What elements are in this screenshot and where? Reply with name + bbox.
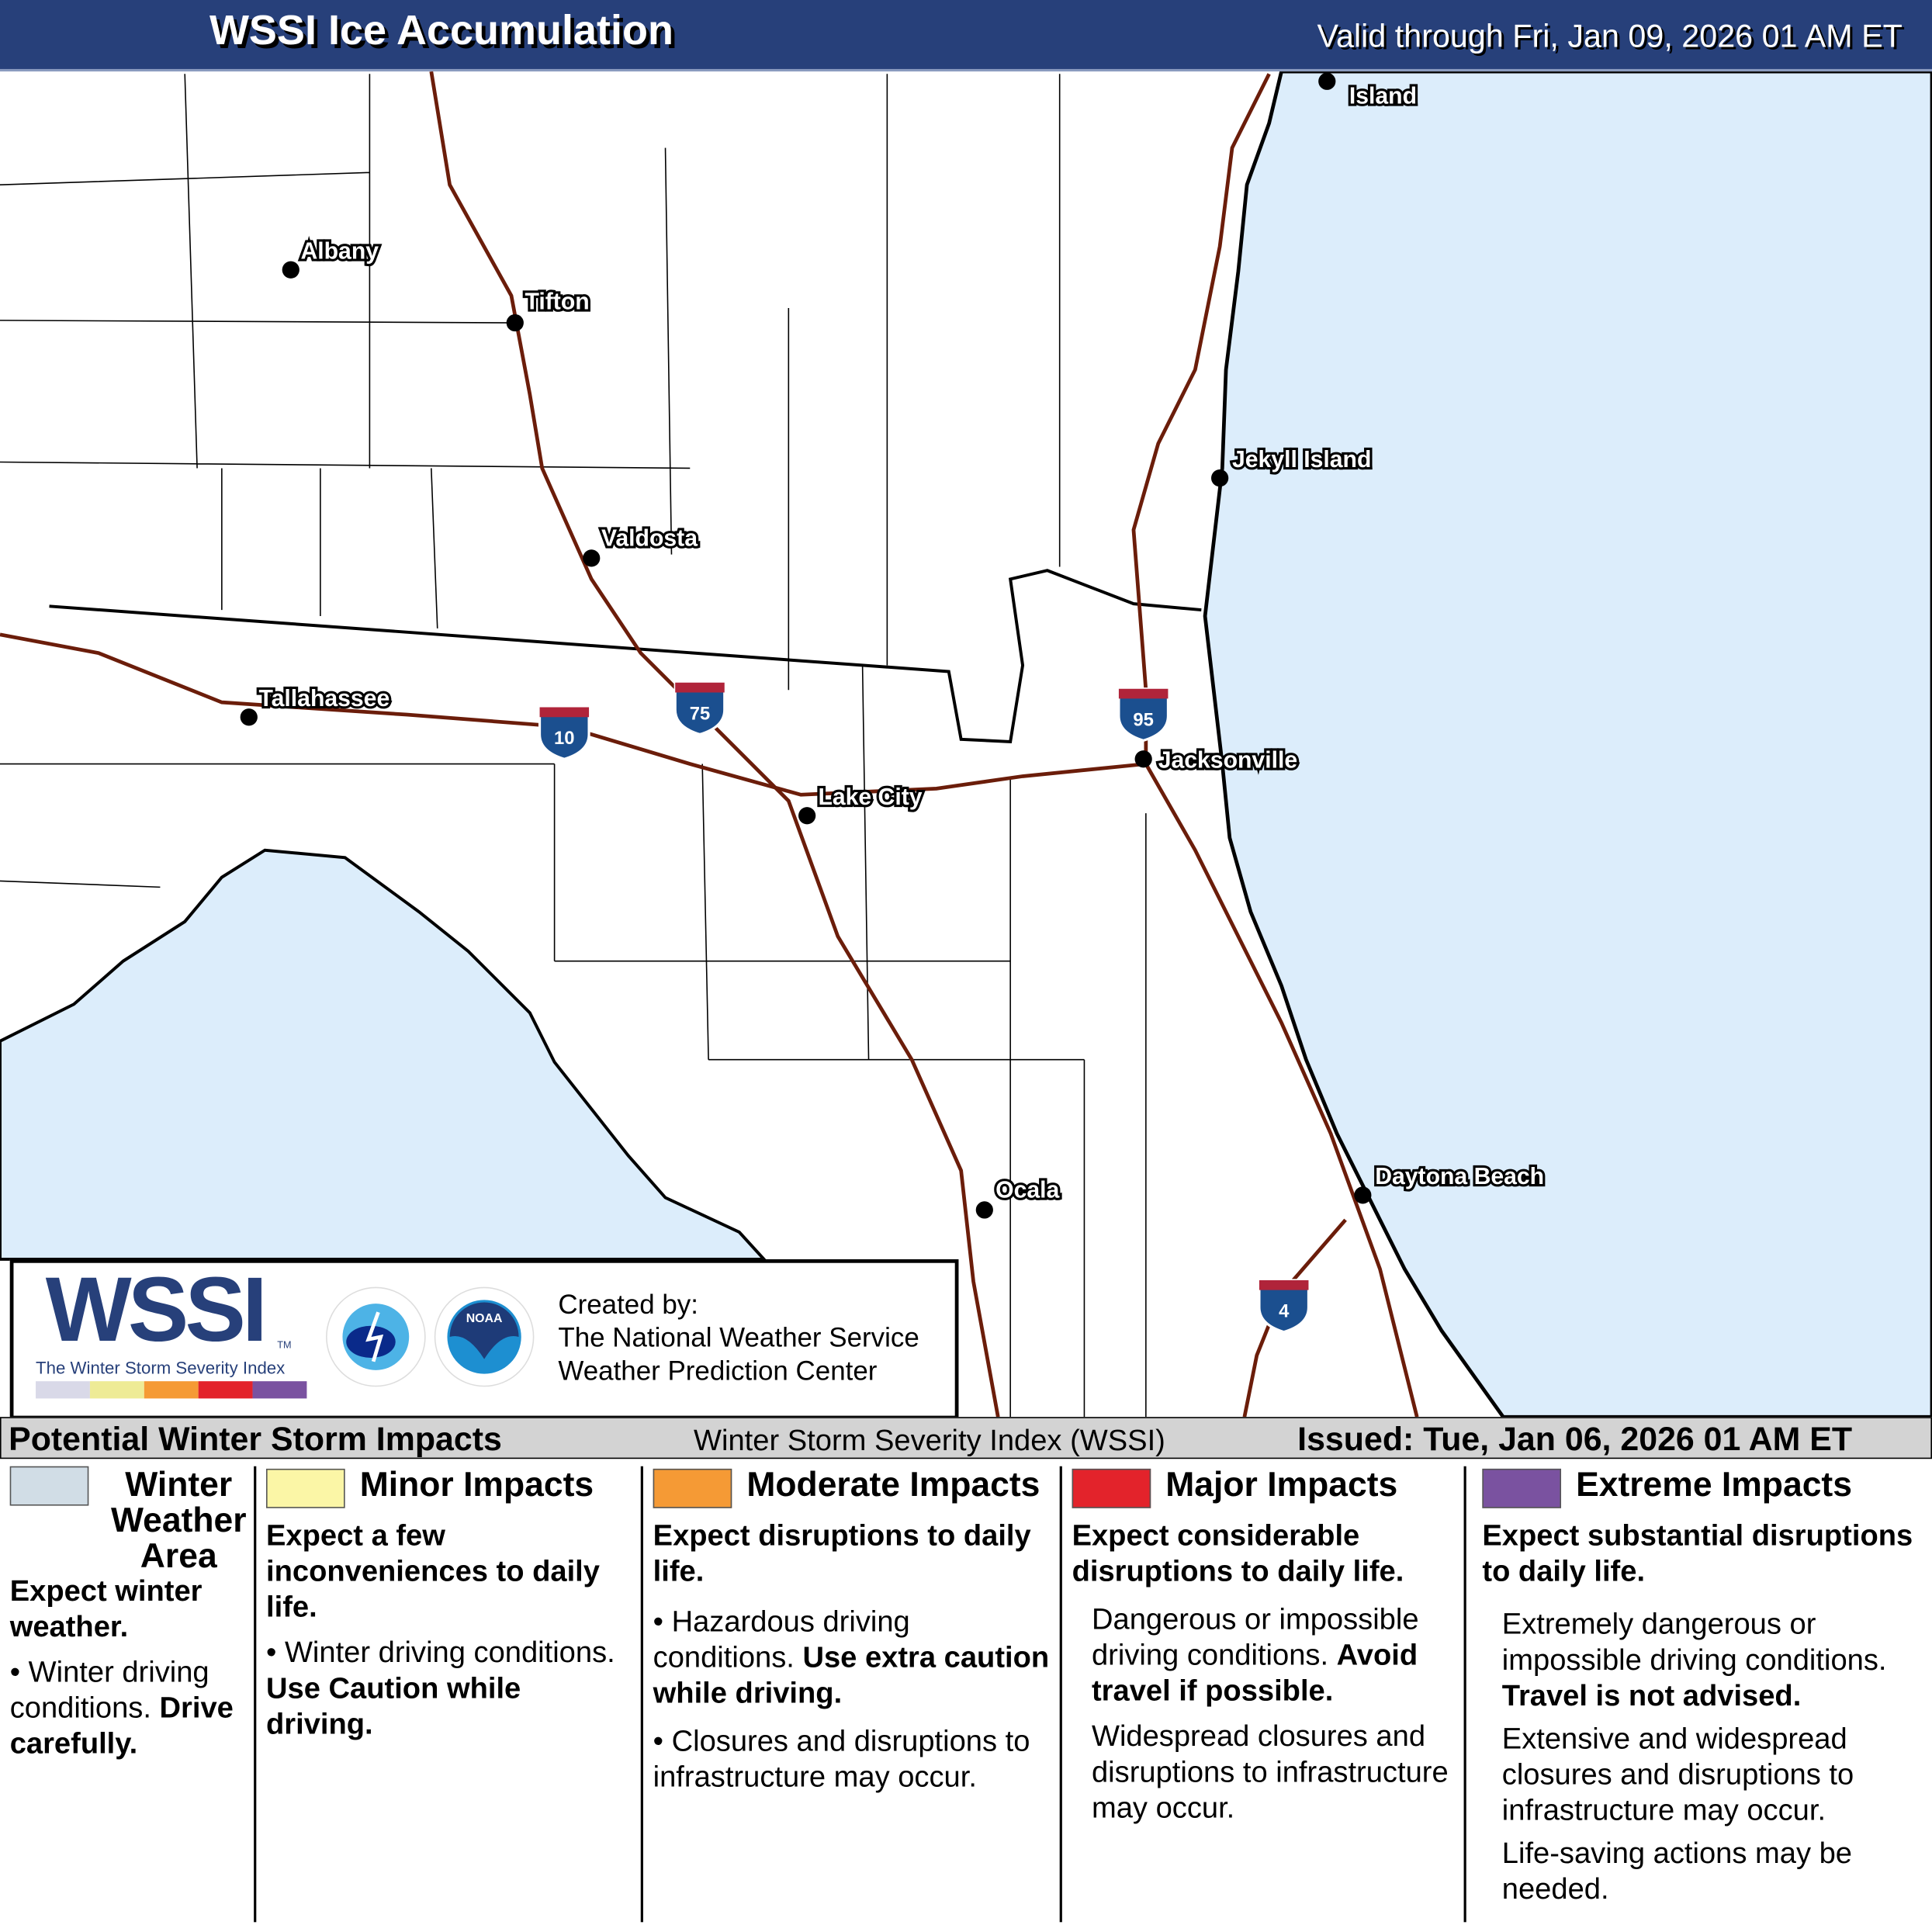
category-moderate-impacts: Moderate Impacts Expect disruptions to d… bbox=[653, 1466, 1054, 1923]
color-swatch bbox=[1482, 1468, 1562, 1508]
category-title: Extreme Impacts bbox=[1576, 1465, 1852, 1504]
bullet-bold: Drive carefully. bbox=[9, 1691, 234, 1761]
city-label: Island bbox=[1349, 83, 1417, 109]
category-summary: Expect disruptions to daily life. bbox=[653, 1518, 1031, 1588]
map: 10 75 95 4 Albany Tifton Valdosta Tallah… bbox=[0, 71, 1932, 1418]
category-major-impacts: Major Impacts Expect considerable disrup… bbox=[1072, 1466, 1456, 1923]
city-dot bbox=[240, 708, 258, 726]
i-10-label: 10 bbox=[554, 728, 575, 749]
credits-box: WSSI TM The Winter Storm Severity Index … bbox=[9, 1258, 959, 1420]
color-swatch bbox=[653, 1468, 732, 1508]
i-95-shield: 95 bbox=[1117, 687, 1170, 743]
valid-through: Valid through Fri, Jan 09, 2026 01 AM ET bbox=[1317, 17, 1903, 54]
city-label: Albany bbox=[300, 238, 379, 264]
county-lines bbox=[0, 74, 1147, 1418]
city-dot bbox=[1134, 750, 1152, 768]
org-wpc: Weather Prediction Center bbox=[558, 1355, 878, 1387]
category-summary: Expect a few inconveniences to daily lif… bbox=[266, 1518, 600, 1624]
impact-bold: Travel is not advised. bbox=[1501, 1678, 1802, 1712]
legend-heading: Potential Winter Storm Impacts bbox=[9, 1420, 502, 1458]
i-10-road bbox=[0, 632, 1147, 797]
city-dot bbox=[975, 1201, 993, 1219]
created-by: Created by: The National Weather Service… bbox=[558, 1287, 919, 1387]
color-swatch bbox=[266, 1468, 345, 1508]
atlantic-ocean bbox=[1203, 71, 1932, 1418]
city-label: Valdosta bbox=[601, 525, 698, 551]
city-dot bbox=[282, 261, 299, 279]
trademark-mark: TM bbox=[277, 1339, 292, 1351]
map-title: WSSI Ice Accumulation bbox=[209, 7, 673, 54]
category-winter-weather-area: Winter Weather Area Expect winter weathe… bbox=[9, 1465, 254, 1923]
org-nws: The National Weather Service bbox=[558, 1321, 919, 1353]
category-minor-impacts: Minor Impacts Expect a few inconvenience… bbox=[266, 1466, 635, 1923]
i-10-shield: 10 bbox=[538, 705, 590, 760]
severity-color-bar bbox=[36, 1381, 307, 1399]
category-summary: Expect winter weather. bbox=[9, 1574, 203, 1644]
i-4-shield: 4 bbox=[1258, 1279, 1311, 1334]
category-title: Moderate Impacts bbox=[746, 1465, 1040, 1504]
category-summary: Expect considerable disruptions to daily… bbox=[1072, 1518, 1404, 1588]
i-75-label: 75 bbox=[690, 703, 710, 724]
city-label: Lake City bbox=[818, 784, 922, 810]
created-by-label: Created by: bbox=[558, 1289, 698, 1320]
noaa-logo-icon: NOAA bbox=[434, 1286, 535, 1387]
color-swatch bbox=[9, 1466, 89, 1506]
bullet-bold: Use Caution while driving. bbox=[266, 1671, 521, 1741]
category-title: Minor Impacts bbox=[359, 1465, 594, 1504]
category-summary: Expect substantial disruptions to daily … bbox=[1482, 1518, 1913, 1588]
impact-text: Extensive and widespread closures and di… bbox=[1501, 1722, 1854, 1827]
city-label: Daytona Beach bbox=[1375, 1164, 1544, 1189]
state-line bbox=[49, 569, 1202, 744]
header-bar: WSSI Ice Accumulation Valid through Fri,… bbox=[0, 0, 1932, 72]
impacts-legend: Potential Winter Storm Impacts Winter St… bbox=[0, 1417, 1932, 1932]
wssi-subtitle: The Winter Storm Severity Index bbox=[36, 1357, 286, 1378]
issued-time: Issued: Tue, Jan 06, 2026 01 AM ET bbox=[1297, 1420, 1853, 1458]
city-dot bbox=[798, 807, 816, 825]
category-extreme-impacts: Extreme Impacts Expect substantial disru… bbox=[1482, 1466, 1926, 1923]
gulf-of-mexico bbox=[0, 848, 768, 1261]
impact-text: Dangerous or impossible driving conditio… bbox=[1091, 1602, 1419, 1672]
impact-bold: Avoid travel if possible. bbox=[1091, 1638, 1418, 1708]
city-label: Jekyll Island bbox=[1232, 447, 1371, 473]
city-dot bbox=[1354, 1186, 1372, 1204]
city-label: Ocala bbox=[995, 1178, 1059, 1203]
i-75-shield: 75 bbox=[673, 681, 726, 736]
bullet-text: Hazardous driving conditions. bbox=[653, 1605, 910, 1674]
i-95-label: 95 bbox=[1133, 709, 1154, 730]
city-dot bbox=[1318, 72, 1336, 90]
bullet-text: Winter driving conditions. bbox=[284, 1636, 615, 1670]
category-title: Major Impacts bbox=[1165, 1465, 1398, 1504]
interstate-shields: 10 75 95 4 bbox=[538, 681, 1311, 1334]
city-dot bbox=[583, 549, 601, 567]
index-name: Winter Storm Severity Index (WSSI) bbox=[694, 1424, 1165, 1458]
impact-text: Widespread closures and disruptions to i… bbox=[1091, 1719, 1449, 1825]
bullet-text: Closures and disruptions to infrastructu… bbox=[653, 1724, 1030, 1794]
wssi-logo: WSSI bbox=[45, 1258, 268, 1361]
bullet-bold: Use extra caution while driving. bbox=[653, 1640, 1050, 1710]
city-label: Tifton bbox=[525, 289, 589, 315]
impact-text: Life-saving actions may be needed. bbox=[1501, 1837, 1853, 1906]
category-title: Winter Weather Area bbox=[110, 1465, 247, 1575]
city-dot bbox=[506, 313, 524, 332]
cities: Albany Tifton Valdosta Tallahassee Lake … bbox=[240, 72, 1546, 1219]
city-dot bbox=[1211, 469, 1229, 487]
city-label: Jacksonville bbox=[1158, 747, 1297, 773]
impact-text: Extremely dangerous or impossible drivin… bbox=[1501, 1607, 1887, 1677]
city-label: Tallahassee bbox=[258, 686, 390, 712]
i-4-label: 4 bbox=[1279, 1301, 1290, 1322]
color-swatch bbox=[1072, 1468, 1151, 1508]
noaa-text: NOAA bbox=[466, 1312, 503, 1325]
nws-logo-icon bbox=[326, 1286, 426, 1387]
i-75-road bbox=[429, 71, 1000, 1418]
bullet-text: Winter driving conditions. bbox=[9, 1656, 209, 1726]
legend-header: Potential Winter Storm Impacts Winter St… bbox=[0, 1417, 1932, 1459]
